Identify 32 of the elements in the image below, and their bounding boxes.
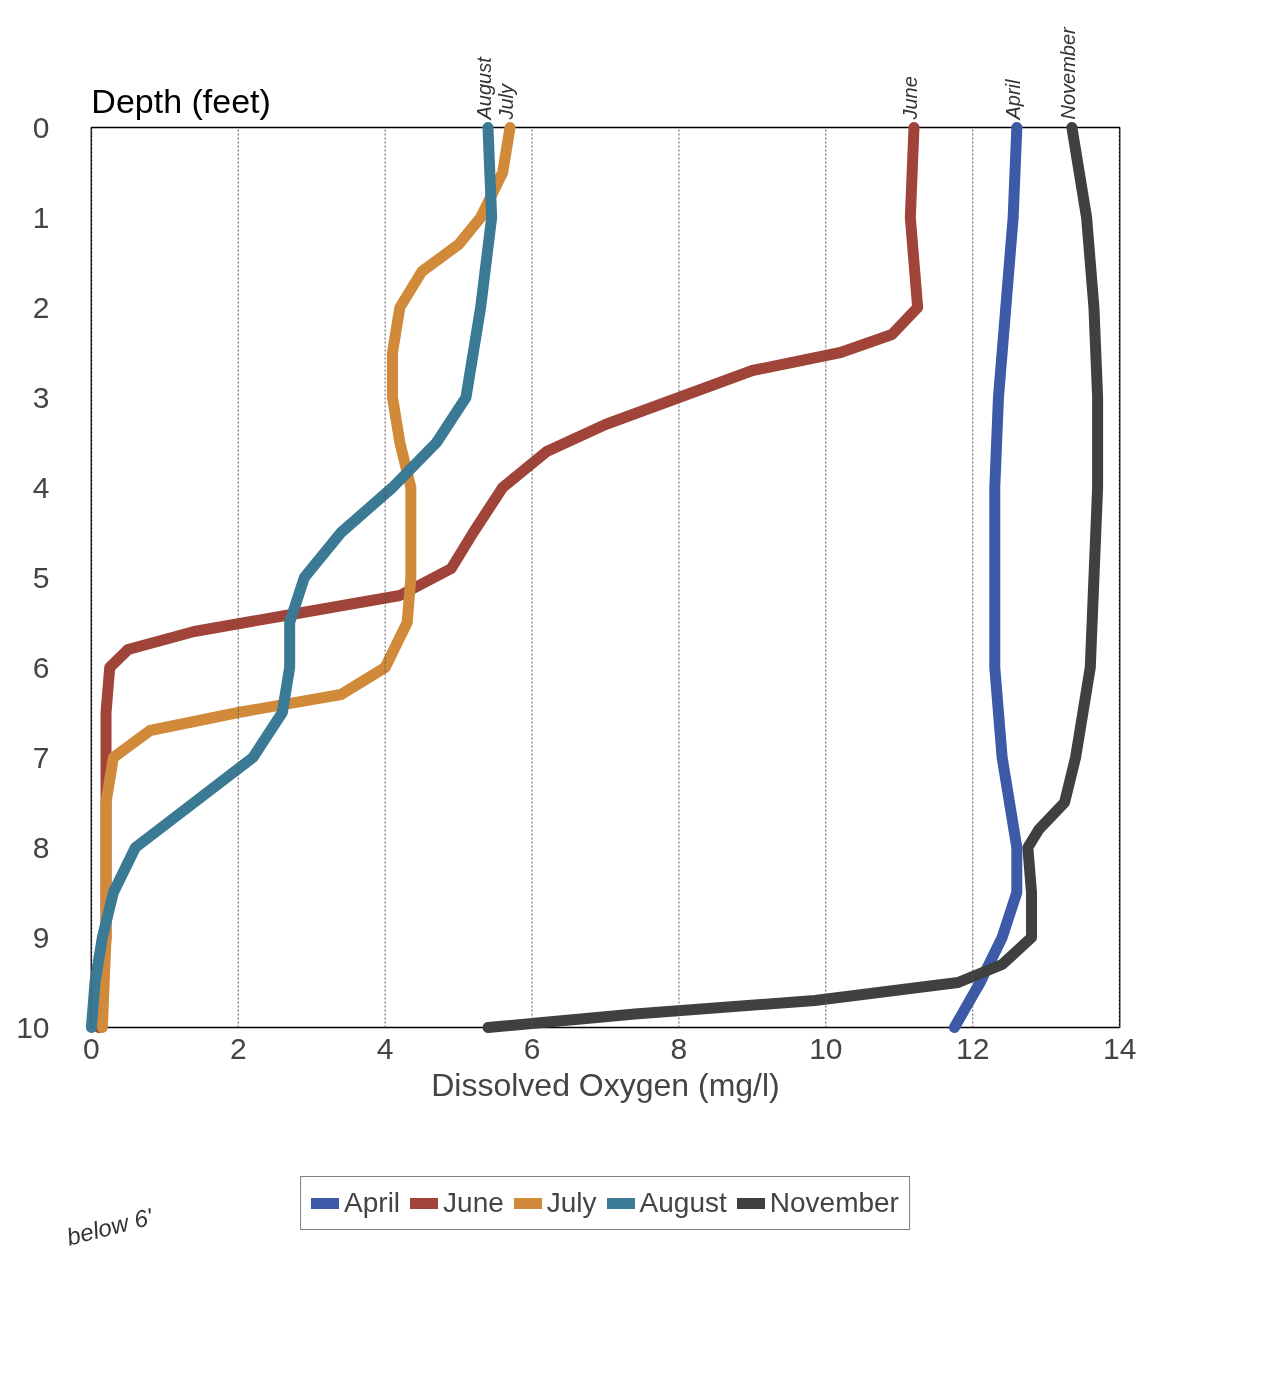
y-tick-label: 9	[32, 920, 50, 954]
x-tick-label: 8	[670, 1031, 688, 1065]
x-tick-label: 12	[956, 1031, 990, 1065]
legend-label: June	[443, 1187, 504, 1219]
annotation: April	[1001, 78, 1024, 121]
y-tick-label: 3	[32, 380, 50, 414]
annotation: June	[898, 76, 921, 121]
x-tick-label: 0	[83, 1031, 100, 1065]
x-tick-label: 14	[1102, 1031, 1137, 1065]
y-tick-label: 4	[32, 470, 50, 504]
y-tick-label: 7	[32, 740, 50, 774]
y-tick-label: 2	[32, 290, 50, 324]
y-tick-label: 8	[32, 830, 50, 864]
x-axis-title: Dissolved Oxygen (mg/l)	[431, 1066, 780, 1103]
y-tick-label: 1	[32, 200, 50, 234]
legend-label: April	[344, 1187, 401, 1219]
x-tick-label: 6	[523, 1031, 541, 1065]
y-tick-label: 10	[16, 1010, 50, 1044]
text: below 6'	[63, 1202, 157, 1251]
x-tick-label: 2	[229, 1031, 247, 1065]
legend-label: July	[546, 1187, 597, 1219]
y-tick-label: 5	[32, 560, 50, 594]
y-tick-label: 6	[32, 650, 50, 684]
y-axis-title: Depth (feet)	[91, 81, 271, 120]
legend-label: November	[769, 1187, 899, 1219]
x-tick-label: 10	[809, 1031, 843, 1065]
y-tick-label: 0	[32, 110, 50, 144]
annotation: November	[1056, 25, 1079, 120]
annotation: August	[472, 55, 495, 121]
annotation: July	[495, 82, 518, 121]
legend-label: August	[639, 1187, 727, 1219]
x-tick-label: 4	[376, 1031, 394, 1065]
